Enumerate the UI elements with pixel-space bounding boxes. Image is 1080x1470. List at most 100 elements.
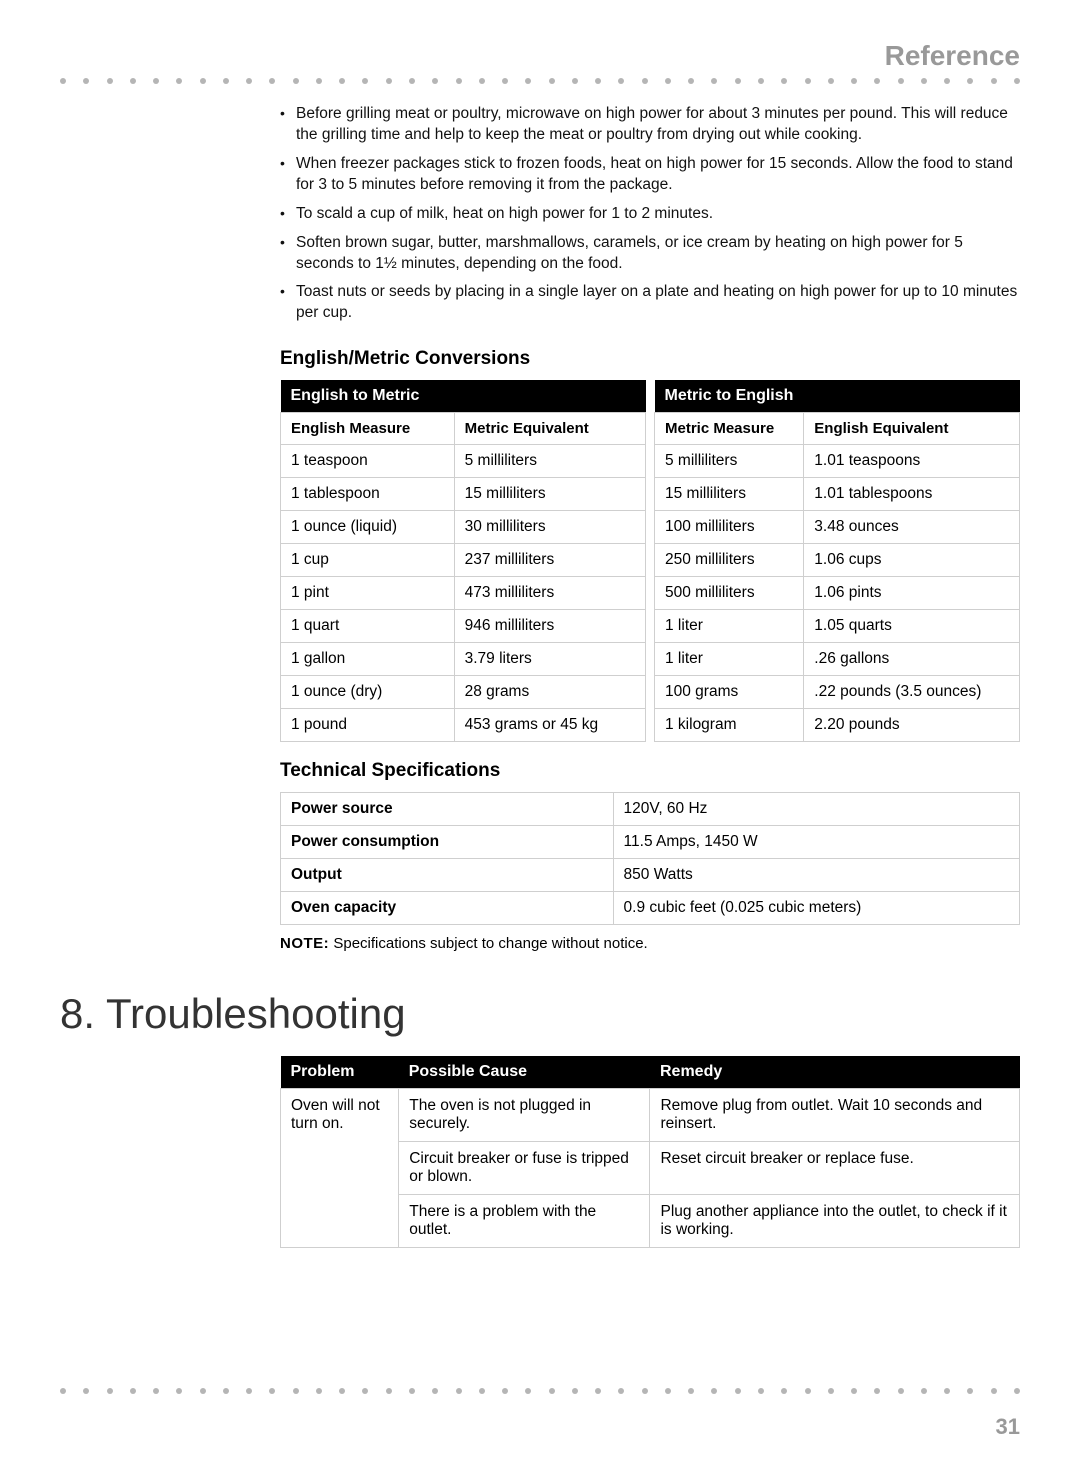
remedy-cell: Remove plug from outlet. Wait 10 seconds… bbox=[650, 1089, 1020, 1142]
table-cell: 1.06 cups bbox=[804, 544, 1020, 577]
table-row: Oven capacity0.9 cubic feet (0.025 cubic… bbox=[281, 892, 1020, 925]
table-row: Output850 Watts bbox=[281, 859, 1020, 892]
table-cell: 1 liter bbox=[655, 610, 804, 643]
spec-label: Oven capacity bbox=[281, 892, 614, 925]
table-cell: 3.79 liters bbox=[454, 643, 645, 676]
table-cell: 5 milliliters bbox=[454, 445, 645, 478]
th-remedy: Remedy bbox=[650, 1056, 1020, 1089]
table-row: Power source120V, 60 Hz bbox=[281, 793, 1020, 826]
table-cell: 30 milliliters bbox=[454, 511, 645, 544]
table-cell: .22 pounds (3.5 ounces) bbox=[804, 676, 1020, 709]
table-cell: 2.20 pounds bbox=[804, 709, 1020, 742]
table-row: 1 cup237 milliliters bbox=[281, 544, 646, 577]
m2e-col2: English Equivalent bbox=[804, 413, 1020, 445]
table-cell: 1 pound bbox=[281, 709, 455, 742]
table-cell: 946 milliliters bbox=[454, 610, 645, 643]
table-row: 1 liter1.05 quarts bbox=[655, 610, 1020, 643]
specs-heading: Technical Specifications bbox=[280, 760, 1020, 782]
table-row: 100 grams.22 pounds (3.5 ounces) bbox=[655, 676, 1020, 709]
cause-cell: There is a problem with the outlet. bbox=[399, 1195, 650, 1248]
page-header: Reference bbox=[60, 40, 1020, 72]
troubleshooting-table: Problem Possible Cause Remedy Oven will … bbox=[280, 1056, 1020, 1248]
specs-table: Power source120V, 60 HzPower consumption… bbox=[280, 792, 1020, 925]
table-row: 1 quart946 milliliters bbox=[281, 610, 646, 643]
table-cell: 1.01 tablespoons bbox=[804, 478, 1020, 511]
tip-item: When freezer packages stick to frozen fo… bbox=[280, 154, 1020, 196]
table-cell: 1.05 quarts bbox=[804, 610, 1020, 643]
table-cell: 1 tablespoon bbox=[281, 478, 455, 511]
table-cell: 473 milliliters bbox=[454, 577, 645, 610]
table-cell: 28 grams bbox=[454, 676, 645, 709]
page-number: 31 bbox=[60, 1414, 1020, 1440]
tip-item: Before grilling meat or poultry, microwa… bbox=[280, 104, 1020, 146]
e2m-title: English to Metric bbox=[281, 380, 646, 413]
m2e-col1: Metric Measure bbox=[655, 413, 804, 445]
spec-label: Power source bbox=[281, 793, 614, 826]
conversion-tables: English to Metric English Measure Metric… bbox=[280, 380, 1020, 742]
table-row: 1 kilogram2.20 pounds bbox=[655, 709, 1020, 742]
table-cell: 1 quart bbox=[281, 610, 455, 643]
table-row: 250 milliliters1.06 cups bbox=[655, 544, 1020, 577]
table-cell: 1.06 pints bbox=[804, 577, 1020, 610]
table-row: 1 gallon3.79 liters bbox=[281, 643, 646, 676]
table-cell: .26 gallons bbox=[804, 643, 1020, 676]
table-row: 1 tablespoon15 milliliters bbox=[281, 478, 646, 511]
table-cell: 15 milliliters bbox=[454, 478, 645, 511]
table-cell: 100 grams bbox=[655, 676, 804, 709]
table-row: 1 liter.26 gallons bbox=[655, 643, 1020, 676]
decorative-dots-top bbox=[60, 78, 1020, 84]
conversions-heading: English/Metric Conversions bbox=[280, 348, 1020, 370]
table-cell: 1 gallon bbox=[281, 643, 455, 676]
th-problem: Problem bbox=[281, 1056, 399, 1089]
table-cell: 3.48 ounces bbox=[804, 511, 1020, 544]
table-row: 1 teaspoon5 milliliters bbox=[281, 445, 646, 478]
table-cell: 250 milliliters bbox=[655, 544, 804, 577]
problem-cell: Oven will not turn on. bbox=[281, 1089, 399, 1248]
table-cell: 1.01 teaspoons bbox=[804, 445, 1020, 478]
table-row: 1 pint473 milliliters bbox=[281, 577, 646, 610]
table-cell: 500 milliliters bbox=[655, 577, 804, 610]
tip-item: Soften brown sugar, butter, marshmallows… bbox=[280, 233, 1020, 275]
table-row: 1 ounce (dry)28 grams bbox=[281, 676, 646, 709]
remedy-cell: Reset circuit breaker or replace fuse. bbox=[650, 1142, 1020, 1195]
table-row: 1 ounce (liquid)30 milliliters bbox=[281, 511, 646, 544]
spec-label: Power consumption bbox=[281, 826, 614, 859]
table-row: 5 milliliters1.01 teaspoons bbox=[655, 445, 1020, 478]
note-label: NOTE: bbox=[280, 935, 329, 952]
spec-value: 11.5 Amps, 1450 W bbox=[613, 826, 1019, 859]
troubleshooting-chapter: 8. Troubleshooting bbox=[60, 990, 1020, 1038]
table-cell: 1 cup bbox=[281, 544, 455, 577]
table-cell: 1 liter bbox=[655, 643, 804, 676]
tip-item: To scald a cup of milk, heat on high pow… bbox=[280, 204, 1020, 225]
cause-cell: Circuit breaker or fuse is tripped or bl… bbox=[399, 1142, 650, 1195]
spec-value: 120V, 60 Hz bbox=[613, 793, 1019, 826]
tip-item: Toast nuts or seeds by placing in a sing… bbox=[280, 282, 1020, 324]
english-to-metric-table: English to Metric English Measure Metric… bbox=[280, 380, 646, 742]
table-row: 500 milliliters1.06 pints bbox=[655, 577, 1020, 610]
e2m-col1: English Measure bbox=[281, 413, 455, 445]
spec-value: 850 Watts bbox=[613, 859, 1019, 892]
spec-label: Output bbox=[281, 859, 614, 892]
table-row: 15 milliliters1.01 tablespoons bbox=[655, 478, 1020, 511]
remedy-cell: Plug another appliance into the outlet, … bbox=[650, 1195, 1020, 1248]
table-cell: 1 ounce (liquid) bbox=[281, 511, 455, 544]
table-cell: 1 ounce (dry) bbox=[281, 676, 455, 709]
table-cell: 1 kilogram bbox=[655, 709, 804, 742]
m2e-title: Metric to English bbox=[655, 380, 1020, 413]
tips-list: Before grilling meat or poultry, microwa… bbox=[280, 104, 1020, 324]
table-row: 1 pound453 grams or 45 kg bbox=[281, 709, 646, 742]
cause-cell: The oven is not plugged in securely. bbox=[399, 1089, 650, 1142]
spec-value: 0.9 cubic feet (0.025 cubic meters) bbox=[613, 892, 1019, 925]
table-cell: 453 grams or 45 kg bbox=[454, 709, 645, 742]
table-row: Oven will not turn on.The oven is not pl… bbox=[281, 1089, 1020, 1142]
th-cause: Possible Cause bbox=[399, 1056, 650, 1089]
table-cell: 1 pint bbox=[281, 577, 455, 610]
decorative-dots-bottom bbox=[60, 1388, 1020, 1394]
e2m-col2: Metric Equivalent bbox=[454, 413, 645, 445]
table-row: 100 milliliters3.48 ounces bbox=[655, 511, 1020, 544]
table-cell: 1 teaspoon bbox=[281, 445, 455, 478]
table-cell: 100 milliliters bbox=[655, 511, 804, 544]
metric-to-english-table: Metric to English Metric Measure English… bbox=[654, 380, 1020, 742]
table-cell: 5 milliliters bbox=[655, 445, 804, 478]
specs-note: NOTE: Specifications subject to change w… bbox=[280, 935, 1020, 952]
